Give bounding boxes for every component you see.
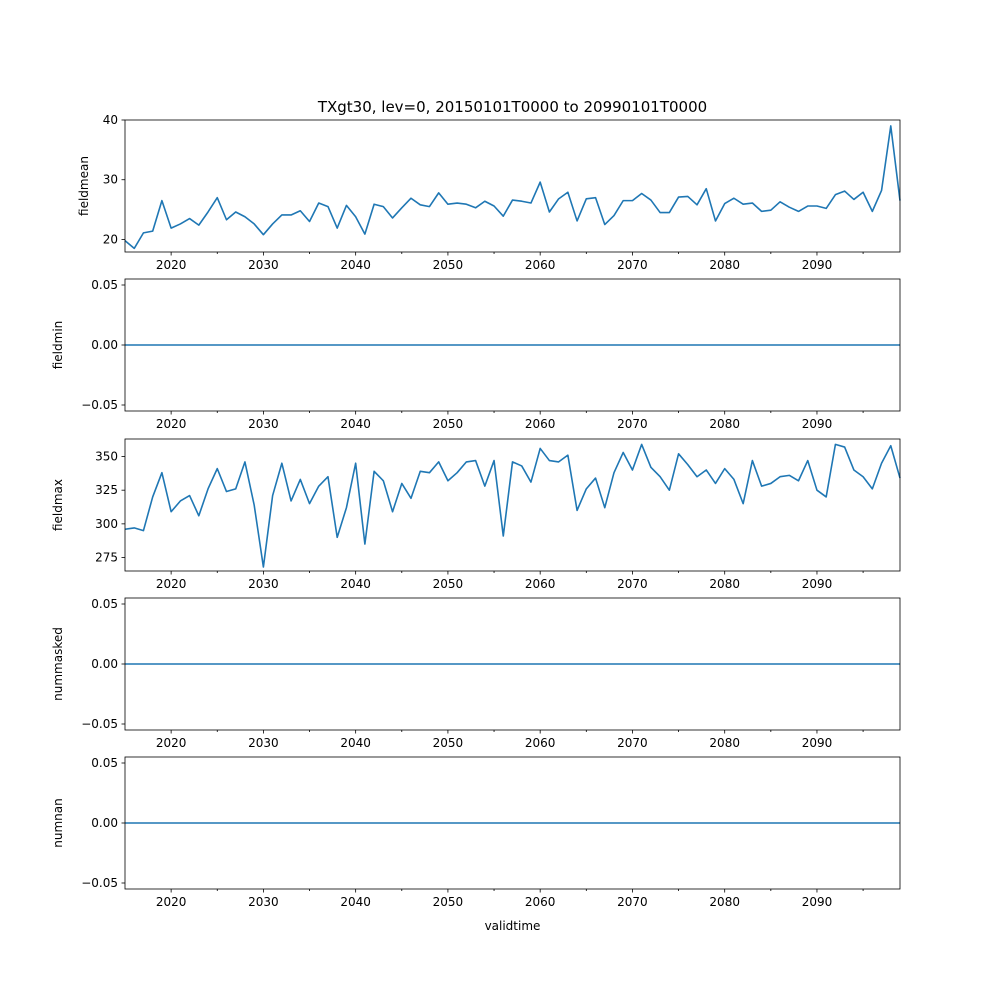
panel-fieldmax: 2020 2030 2040 2050 2060 2070 2080 2090 350 325 30… [51, 438, 901, 591]
x-tick-label: 2080 [709, 577, 740, 591]
x-tick-label: 2020 [156, 258, 187, 272]
x-tick-label: 2090 [802, 417, 833, 431]
y-tick-label: 0.05 [91, 597, 118, 611]
x-tick-label: 2020 [156, 417, 187, 431]
x-tick-label: 2040 [340, 895, 371, 909]
y-tick-label: −0.05 [81, 717, 118, 731]
panel-nummasked: 2020 2030 2040 2050 2060 2070 2080 2090 0.05 0.00… [51, 597, 901, 750]
x-tick-label: 2060 [525, 258, 556, 272]
y-axis-label: fieldmin [51, 321, 65, 370]
x-tick-label: 2050 [433, 417, 464, 431]
y-axis-label: numnan [51, 798, 65, 847]
panel-fieldmin: 2020 2030 2040 2050 2060 2070 2080 2090 0.05 0.00… [51, 278, 901, 431]
x-tick-label: 2040 [340, 577, 371, 591]
y-tick-label: 30 [103, 173, 118, 187]
y-tick-label: 0.00 [91, 338, 118, 352]
x-tick-label: 2090 [802, 736, 833, 750]
y-axis-label: fieldmean [77, 156, 91, 216]
y-tick-label: −0.05 [81, 398, 118, 412]
series-line-fieldmax [124, 443, 901, 568]
y-tick-label: 0.05 [91, 278, 118, 292]
y-tick-label: 300 [95, 517, 118, 531]
x-tick-label: 2070 [617, 736, 648, 750]
x-tick-label: 2060 [525, 736, 556, 750]
x-tick-label: 2070 [617, 577, 648, 591]
y-tick-label: 275 [95, 551, 118, 565]
x-tick-label: 2050 [433, 895, 464, 909]
y-axis-label: fieldmax [51, 479, 65, 531]
axes-frame [124, 119, 901, 253]
y-tick-label: 20 [103, 232, 118, 246]
y-tick-label: 0.05 [91, 756, 118, 770]
x-axis-label: validtime [485, 919, 541, 933]
panels: 2020 2030 2040 2050 2060 2070 2080 2090203040fi… [51, 113, 901, 909]
x-tick-label: 2030 [248, 258, 279, 272]
y-tick-label: 325 [95, 483, 118, 497]
x-tick-label: 2080 [709, 736, 740, 750]
panel-numnan: 2020 2030 2040 2050 2060 2070 2080 2090 0.05 0.00… [51, 756, 901, 909]
x-tick-label: 2080 [709, 258, 740, 272]
x-tick-label: 2050 [433, 577, 464, 591]
x-tick-label: 2020 [156, 736, 187, 750]
y-axis-label: nummasked [51, 627, 65, 701]
x-tick-label: 2030 [248, 577, 279, 591]
x-tick-label: 2050 [433, 736, 464, 750]
x-tick-label: 2030 [248, 417, 279, 431]
x-tick-label: 2060 [525, 417, 556, 431]
y-tick-label: 0.00 [91, 657, 118, 671]
x-tick-label: 2070 [617, 258, 648, 272]
x-tick-label: 2090 [802, 577, 833, 591]
x-tick-label: 2090 [802, 895, 833, 909]
x-tick-label: 2020 [156, 577, 187, 591]
x-tick-label: 2060 [525, 577, 556, 591]
y-tick-label: 350 [95, 450, 118, 464]
panel-fieldmean: 2020 2030 2040 2050 2060 2070 2080 2090203040fi… [77, 113, 901, 272]
x-tick-label: 2070 [617, 417, 648, 431]
series-line-fieldmean [124, 125, 901, 250]
x-tick-label: 2070 [617, 895, 648, 909]
y-tick-label: 40 [103, 113, 118, 127]
axes-frame [124, 438, 901, 572]
x-tick-label: 2090 [802, 258, 833, 272]
x-tick-label: 2030 [248, 736, 279, 750]
x-tick-label: 2060 [525, 895, 556, 909]
chart-title: TXgt30, lev=0, 20150101T0000 to 20990101… [317, 98, 707, 116]
y-tick-label: −0.05 [81, 876, 118, 890]
x-tick-label: 2080 [709, 895, 740, 909]
y-tick-label: 0.00 [91, 816, 118, 830]
x-tick-label: 2040 [340, 417, 371, 431]
x-tick-label: 2040 [340, 736, 371, 750]
x-tick-label: 2080 [709, 417, 740, 431]
x-tick-label: 2040 [340, 258, 371, 272]
x-tick-label: 2050 [433, 258, 464, 272]
x-tick-label: 2020 [156, 895, 187, 909]
x-tick-label: 2030 [248, 895, 279, 909]
